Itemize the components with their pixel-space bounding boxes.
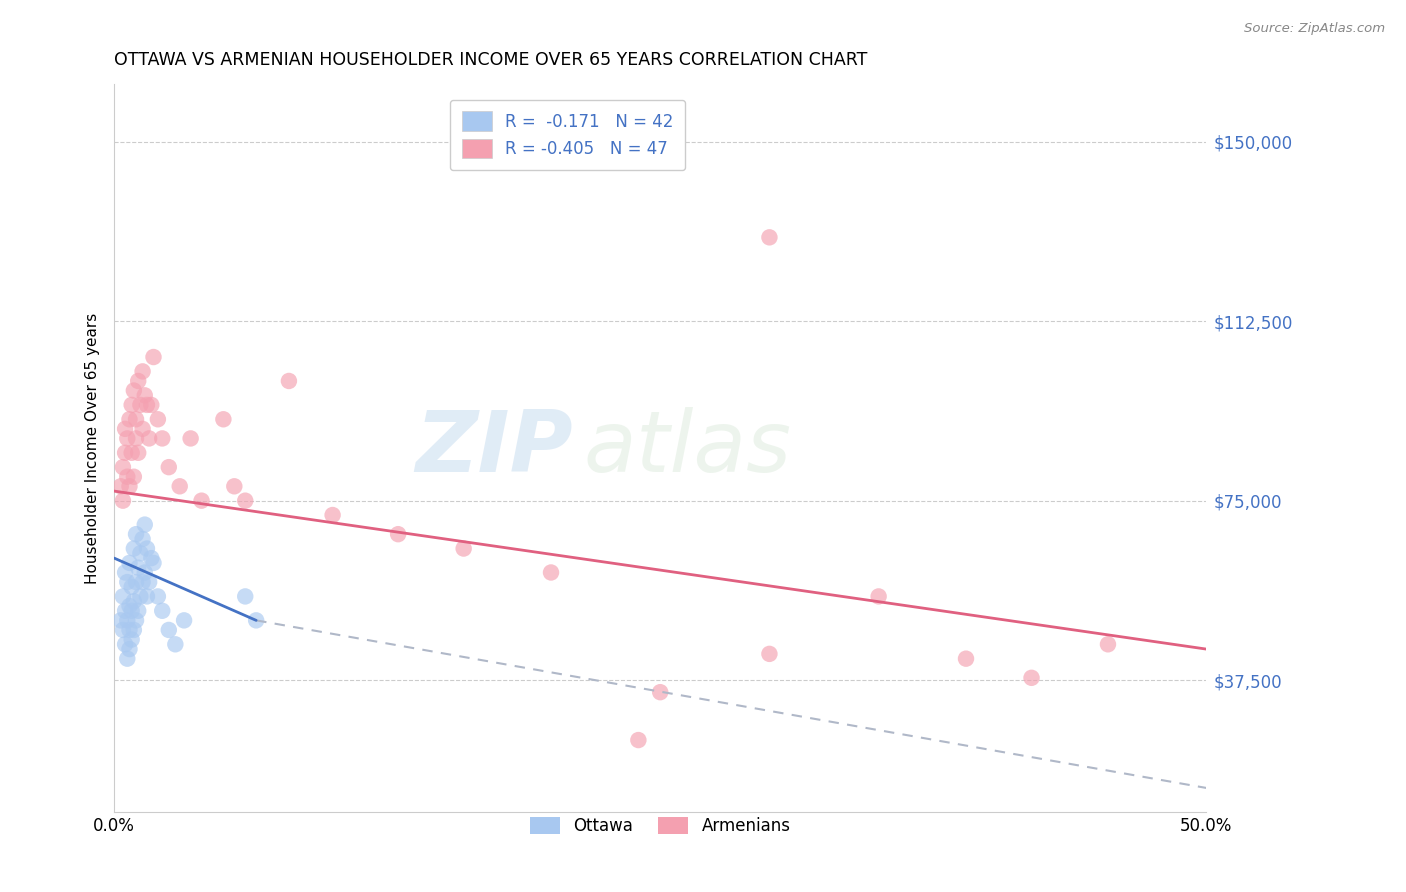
- Point: [127, 374, 149, 388]
- Point: [110, 613, 132, 627]
- Point: [387, 527, 409, 541]
- Text: ZIP: ZIP: [415, 407, 572, 490]
- Point: [136, 541, 159, 556]
- Point: [117, 613, 139, 627]
- Point: [118, 623, 141, 637]
- Point: [111, 623, 134, 637]
- Point: [111, 460, 134, 475]
- Point: [1021, 671, 1043, 685]
- Point: [134, 517, 156, 532]
- Point: [868, 590, 890, 604]
- Point: [125, 527, 148, 541]
- Point: [146, 590, 169, 604]
- Point: [157, 623, 180, 637]
- Text: atlas: atlas: [583, 407, 792, 490]
- Point: [136, 590, 159, 604]
- Point: [114, 637, 136, 651]
- Point: [650, 685, 672, 699]
- Point: [117, 469, 139, 483]
- Point: [125, 575, 148, 590]
- Point: [540, 566, 562, 580]
- Point: [111, 590, 134, 604]
- Point: [125, 613, 148, 627]
- Text: OTTAWA VS ARMENIAN HOUSEHOLDER INCOME OVER 65 YEARS CORRELATION CHART: OTTAWA VS ARMENIAN HOUSEHOLDER INCOME OV…: [114, 51, 868, 69]
- Point: [453, 541, 475, 556]
- Point: [142, 556, 165, 570]
- Point: [121, 398, 143, 412]
- Point: [233, 493, 256, 508]
- Point: [150, 432, 173, 446]
- Point: [122, 469, 145, 483]
- Point: [122, 541, 145, 556]
- Point: [129, 546, 152, 560]
- Point: [117, 432, 139, 446]
- Point: [118, 642, 141, 657]
- Point: [224, 479, 246, 493]
- Point: [118, 556, 141, 570]
- Legend: Ottawa, Armenians: Ottawa, Armenians: [522, 809, 799, 844]
- Y-axis label: Householder Income Over 65 years: Householder Income Over 65 years: [86, 312, 100, 583]
- Point: [165, 637, 187, 651]
- Point: [180, 432, 202, 446]
- Text: Source: ZipAtlas.com: Source: ZipAtlas.com: [1244, 22, 1385, 36]
- Point: [117, 651, 139, 665]
- Point: [127, 604, 149, 618]
- Point: [131, 575, 153, 590]
- Point: [125, 412, 148, 426]
- Point: [955, 651, 977, 665]
- Point: [129, 590, 152, 604]
- Point: [150, 604, 173, 618]
- Point: [118, 599, 141, 613]
- Point: [141, 398, 163, 412]
- Point: [118, 479, 141, 493]
- Point: [121, 580, 143, 594]
- Point: [129, 398, 152, 412]
- Point: [138, 575, 160, 590]
- Point: [322, 508, 344, 522]
- Point: [1097, 637, 1119, 651]
- Point: [138, 432, 160, 446]
- Point: [169, 479, 191, 493]
- Point: [110, 479, 132, 493]
- Point: [758, 230, 780, 244]
- Point: [114, 446, 136, 460]
- Point: [627, 733, 650, 747]
- Point: [212, 412, 235, 426]
- Point: [245, 613, 267, 627]
- Point: [127, 560, 149, 574]
- Point: [121, 446, 143, 460]
- Point: [134, 388, 156, 402]
- Point: [117, 575, 139, 590]
- Point: [233, 590, 256, 604]
- Point: [122, 623, 145, 637]
- Point: [125, 432, 148, 446]
- Point: [758, 647, 780, 661]
- Point: [141, 551, 163, 566]
- Point: [122, 384, 145, 398]
- Point: [127, 446, 149, 460]
- Point: [157, 460, 180, 475]
- Point: [131, 364, 153, 378]
- Point: [136, 398, 159, 412]
- Point: [173, 613, 195, 627]
- Point: [118, 412, 141, 426]
- Point: [146, 412, 169, 426]
- Point: [114, 604, 136, 618]
- Point: [131, 532, 153, 546]
- Point: [114, 566, 136, 580]
- Point: [131, 422, 153, 436]
- Point: [111, 493, 134, 508]
- Point: [190, 493, 212, 508]
- Point: [121, 604, 143, 618]
- Point: [114, 422, 136, 436]
- Point: [121, 632, 143, 647]
- Point: [134, 566, 156, 580]
- Point: [122, 594, 145, 608]
- Point: [142, 350, 165, 364]
- Point: [277, 374, 299, 388]
